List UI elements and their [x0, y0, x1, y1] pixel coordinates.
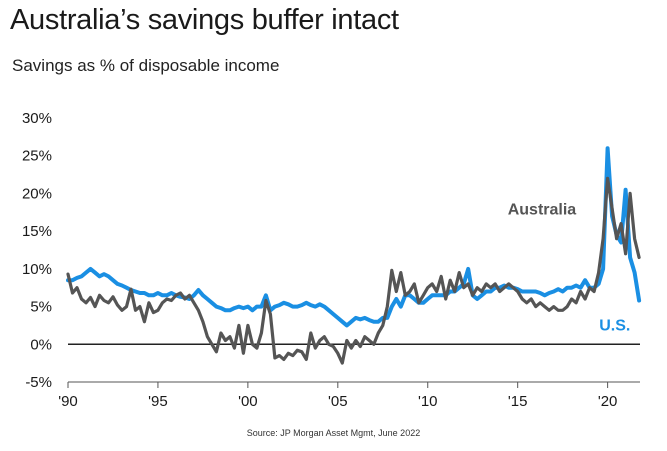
x-tick-label: '20 — [598, 393, 618, 410]
y-tick-label: 20% — [22, 185, 52, 202]
x-tick-label: '90 — [58, 393, 78, 410]
y-tick-label: 15% — [22, 223, 52, 240]
x-tick-label: '05 — [328, 393, 348, 410]
y-tick-label: 0% — [30, 336, 52, 353]
x-tick-label: '95 — [148, 393, 168, 410]
series-lines — [66, 146, 642, 365]
source-note: Source: JP Morgan Asset Mgmt, June 2022 — [246, 428, 421, 438]
series-line-us — [66, 146, 642, 328]
x-tick-label: '00 — [238, 393, 258, 410]
y-tick-label: 10% — [22, 261, 52, 278]
y-tick-label: 5% — [30, 299, 52, 316]
y-tick-label: 25% — [22, 148, 52, 165]
x-tick-label: '15 — [508, 393, 528, 410]
series-line-australia — [66, 176, 641, 365]
y-tick-label: -5% — [25, 374, 52, 391]
series-label-us: U.S. — [599, 318, 630, 335]
page-title: Australia’s savings buffer intact — [10, 4, 399, 36]
y-tick-label: 30% — [22, 110, 52, 127]
series-label-australia: Australia — [508, 202, 577, 219]
x-tick-label: '10 — [418, 393, 438, 410]
chart-subtitle: Savings as % of disposable income — [12, 56, 280, 75]
x-axis-ticks: '90 '95 '00 '05 '10 '15 '20 — [58, 382, 617, 410]
y-axis-ticks: 30% 25% 20% 15% 10% 5% 0% -5% — [22, 110, 52, 391]
